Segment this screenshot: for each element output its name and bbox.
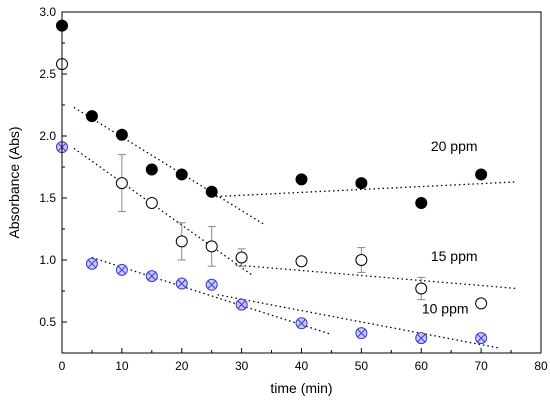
- data-point: [355, 254, 368, 266]
- data-point: [145, 196, 158, 209]
- x-axis-ticks: 0 10 20 30 40 50 60 70 80: [59, 348, 548, 373]
- data-point: [205, 240, 218, 253]
- data-point: [295, 173, 308, 186]
- data-point: [175, 168, 188, 181]
- data-point: [145, 270, 158, 283]
- data-point: [115, 263, 128, 276]
- data-point: [355, 177, 368, 190]
- y-tick-label: 0.5: [39, 315, 56, 329]
- x-tick-label: 30: [235, 359, 249, 373]
- y-axis-title: Absorbance (Abs): [6, 126, 22, 238]
- data-point: [415, 282, 428, 295]
- x-axis-title: time (min): [270, 380, 332, 396]
- plot-frame: [61, 11, 542, 354]
- y-tick-label: 1.5: [39, 191, 56, 205]
- trendline: [73, 106, 266, 226]
- data-point: [475, 168, 488, 181]
- x-tick-label: 0: [59, 359, 66, 373]
- y-tick-label: 1.0: [39, 253, 56, 267]
- trendline: [91, 256, 332, 336]
- series-label: 10 ppm: [422, 300, 469, 316]
- data-point: [235, 298, 248, 311]
- series-label: 15 ppm: [431, 248, 478, 264]
- data-point: [85, 257, 98, 270]
- trendline: [73, 147, 254, 277]
- trendline: [235, 264, 518, 290]
- data-point: [415, 332, 428, 345]
- error-bars: [117, 154, 426, 301]
- series-annotations: 20 ppm 15 ppm 10 ppm: [422, 138, 478, 316]
- data-point: [475, 332, 488, 345]
- x-tick-label: 20: [175, 359, 189, 373]
- y-tick-label: 2.5: [39, 67, 56, 81]
- data-point: [355, 327, 368, 340]
- series-label: 20 ppm: [431, 138, 478, 154]
- data-point: [175, 277, 188, 290]
- trendlines: [73, 106, 518, 349]
- data-point: [235, 251, 248, 264]
- x-tick-label: 60: [415, 359, 429, 373]
- data-point: [205, 185, 218, 198]
- data-point: [115, 177, 128, 190]
- x-tick-label: 40: [295, 359, 309, 373]
- x-tick-label: 70: [474, 359, 488, 373]
- data-point: [145, 163, 158, 176]
- data-point: [415, 196, 428, 209]
- trendline: [211, 181, 518, 198]
- data-point: [295, 317, 308, 330]
- data-point: [295, 255, 308, 268]
- y-tick-label: 2.0: [39, 129, 56, 143]
- x-tick-label: 80: [534, 359, 548, 373]
- data-point: [115, 128, 128, 141]
- data-point: [85, 110, 98, 123]
- data-point: [475, 297, 488, 310]
- data-point: [205, 278, 218, 291]
- data-points: [56, 19, 488, 345]
- x-tick-label: 10: [115, 359, 129, 373]
- trendline: [217, 294, 500, 349]
- x-tick-label: 50: [355, 359, 369, 373]
- y-tick-label: 3.0: [39, 5, 56, 19]
- y-axis-ticks: 0.5 1.0 1.5 2.0 2.5 3.0: [39, 5, 67, 329]
- data-point: [175, 235, 188, 248]
